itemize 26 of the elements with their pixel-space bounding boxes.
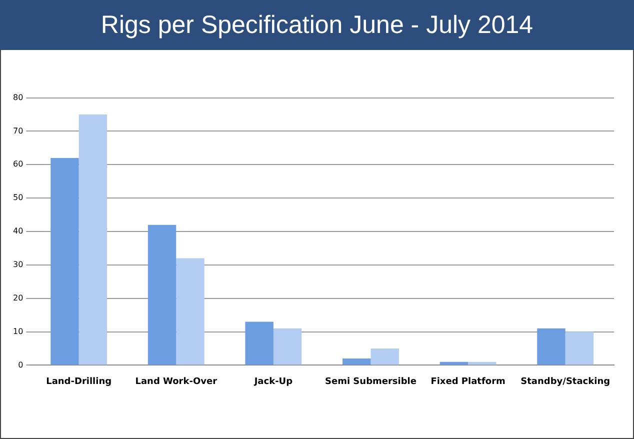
bar: [370, 348, 399, 365]
x-tick-label: Land-Drilling: [46, 376, 112, 387]
bar: [50, 158, 79, 365]
y-tick-label: 50: [12, 193, 24, 202]
y-tick-label: 0: [18, 360, 24, 370]
bar: [78, 114, 108, 365]
y-tick-label: 20: [12, 293, 24, 302]
x-tick-label: Jack-Up: [253, 376, 294, 387]
y-tick-label: 30: [12, 260, 24, 270]
bar: [176, 258, 204, 365]
chart-title: Rigs per Specification June - July 2014: [0, 0, 634, 50]
x-tick-label: Land Work-Over: [135, 376, 218, 387]
y-tick-label: 70: [12, 126, 24, 136]
bar: [537, 328, 566, 365]
x-tick-label: Fixed Platform: [430, 376, 506, 387]
bar: [565, 332, 594, 365]
x-tick-label: Standby/Stacking: [520, 376, 610, 387]
bar: [148, 224, 176, 365]
y-tick-label: 40: [12, 226, 24, 236]
y-tick-label: 80: [12, 92, 24, 102]
bar: [245, 322, 274, 365]
bar: [342, 358, 371, 365]
bar: [273, 328, 302, 365]
x-tick-label: Semi Submersible: [324, 376, 416, 387]
y-tick-label: 10: [12, 326, 24, 336]
y-tick-label: 60: [12, 160, 24, 169]
